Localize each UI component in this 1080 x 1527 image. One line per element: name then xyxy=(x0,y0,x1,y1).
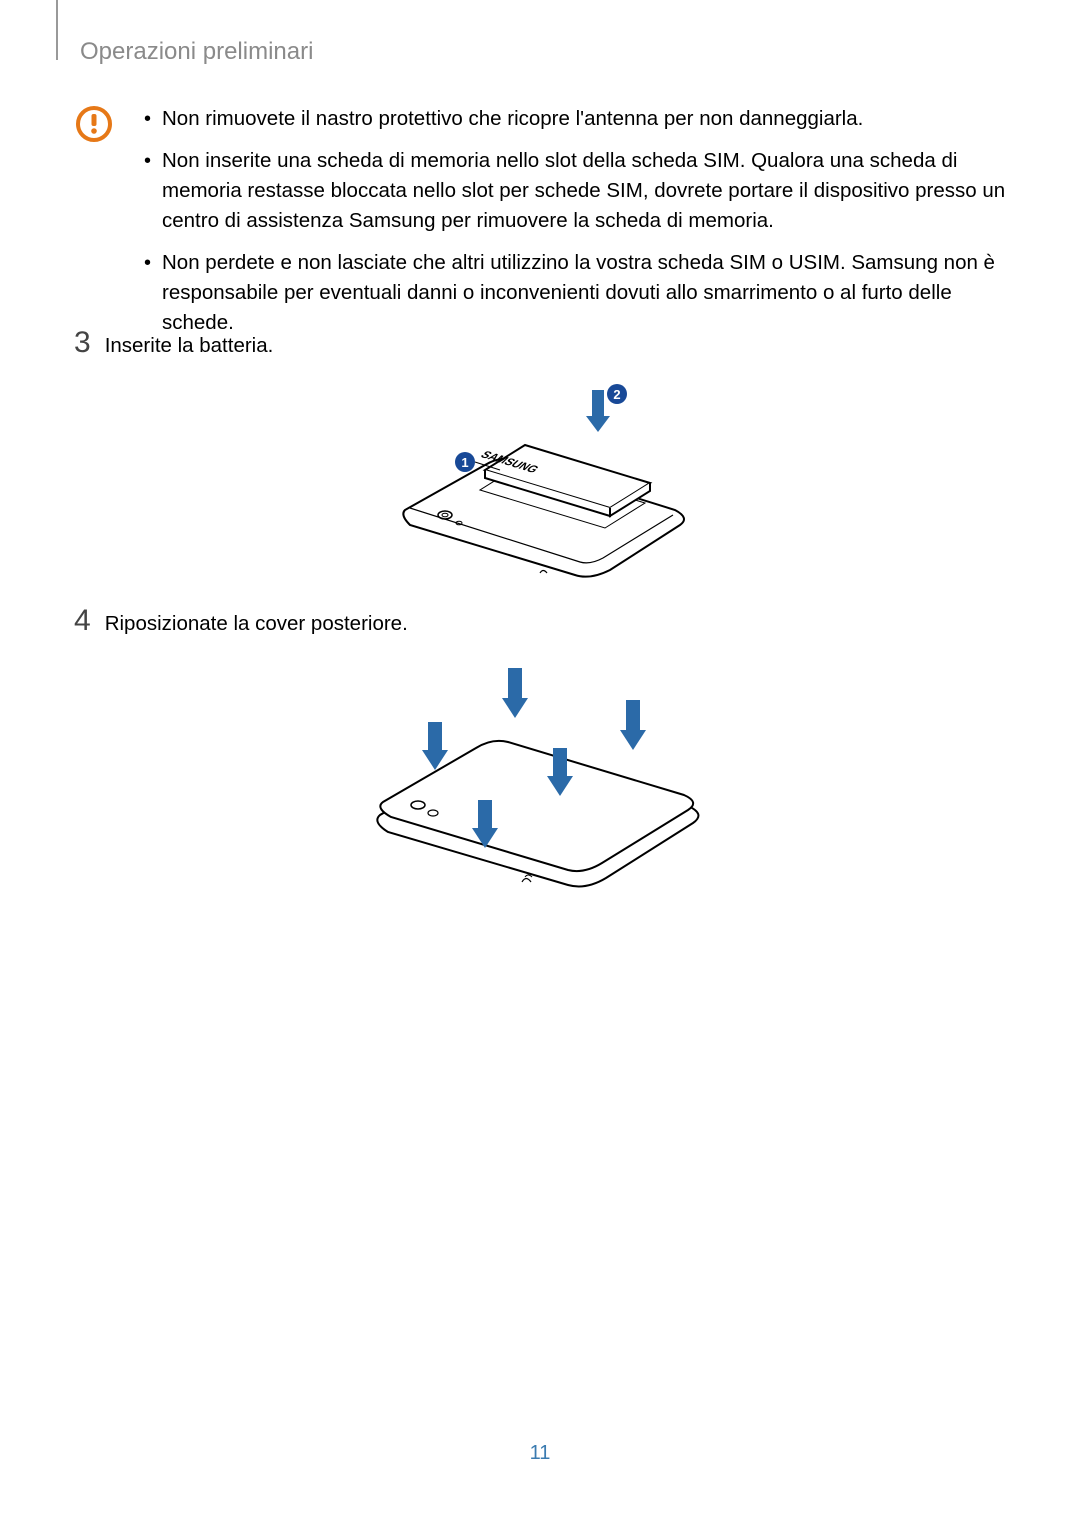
step-number: 4 xyxy=(74,604,91,638)
section-title: Operazioni preliminari xyxy=(80,38,313,66)
bullet-text: Non rimuovete il nastro protettivo che r… xyxy=(162,104,863,134)
warning-list: • Non rimuovete il nastro protettivo che… xyxy=(140,104,1010,350)
step-text: Inserite la batteria. xyxy=(105,334,274,358)
bullet-marker: • xyxy=(140,146,162,236)
bullet-text: Non inserite una scheda di memoria nello… xyxy=(162,146,1010,236)
step-text: Riposizionate la cover posteriore. xyxy=(105,612,408,636)
step-3: 3 Inserite la batteria. xyxy=(74,326,273,360)
bullet-item: • Non rimuovete il nastro protettivo che… xyxy=(140,104,1010,134)
bullet-item: • Non inserite una scheda di memoria nel… xyxy=(140,146,1010,236)
page-number: 11 xyxy=(0,1442,1080,1465)
bullet-item: • Non perdete e non lasciate che altri u… xyxy=(140,248,1010,338)
bullet-text: Non perdete e non lasciate che altri uti… xyxy=(162,248,1010,338)
cover-replace-illustration xyxy=(358,660,718,890)
svg-text:1: 1 xyxy=(461,455,468,470)
warning-icon xyxy=(74,104,114,149)
battery-insert-illustration: SAMSUNG 1 2 xyxy=(385,380,695,580)
header-left-border xyxy=(56,0,58,60)
svg-text:2: 2 xyxy=(613,387,620,402)
step-number: 3 xyxy=(74,326,91,360)
bullet-marker: • xyxy=(140,248,162,338)
bullet-marker: • xyxy=(140,104,162,134)
step-4: 4 Riposizionate la cover posteriore. xyxy=(74,604,408,638)
